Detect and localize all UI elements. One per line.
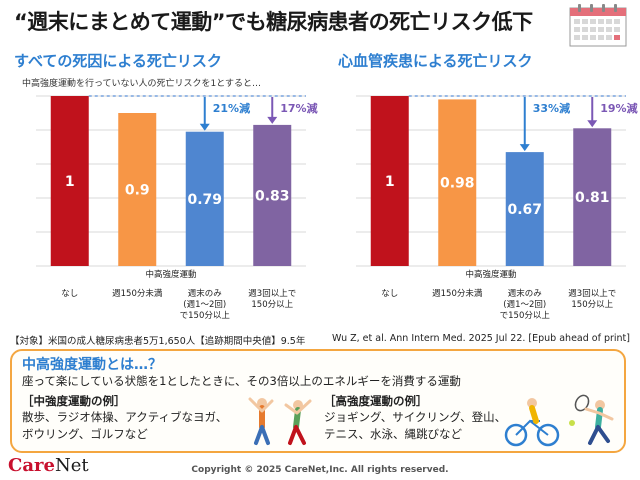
category-label: 週末のみ — [508, 288, 543, 299]
cycling-tennis-illustration — [504, 394, 614, 447]
bar-value-label: 0.81 — [575, 190, 610, 206]
bar-1 — [118, 113, 157, 266]
info-title: 中高強度運動とは…？ — [22, 357, 162, 373]
bar-value-label: 0.83 — [255, 188, 290, 204]
copyright: Copyright © 2025 CareNet,Inc. All rights… — [191, 465, 449, 475]
bar-2 — [505, 152, 544, 266]
category-label: 週3回以上で — [568, 289, 616, 299]
chart-all-cause: 1 なし 0.9 週150分未満 0.79 週末のみ (週1～2回) で150分以上 0.83 週… — [14, 84, 318, 334]
info-definition: 座って楽にしている状態を1としたときに、その3倍以上のエネルギーを消費する運動 — [22, 374, 461, 388]
page-title: “週末にまとめて運動”でも糖尿病患者の死亡リスク低下 — [14, 10, 533, 34]
moderate-examples: 散歩、ラジオ体操、アクティブなヨガ、 ボウリング、ゴルフなど — [22, 409, 227, 443]
info-box: 中高強度運動とは…？ 座って楽にしている状態を1としたときに、その3倍以上のエネ… — [10, 349, 626, 453]
reduction-label: 17%減 — [280, 101, 317, 115]
moderate-examples-heading: ［中強度運動の例］ — [22, 394, 126, 408]
reduction-label: 33%減 — [533, 101, 570, 115]
reduction-label: 21%減 — [213, 101, 250, 115]
bar-3 — [253, 124, 292, 267]
chart-title-all-cause: すべての死因による死亡リスク — [14, 52, 222, 70]
bar-value-label: 1 — [65, 174, 75, 190]
bar-2 — [185, 131, 224, 266]
vigorous-examples-line1: ジョギング、サイクリング、登山、 — [324, 410, 507, 424]
source-line: 【対象】米国の成人糖尿病患者5万1,650人【追跡期間中央値】9.5年 Wu Z… — [10, 333, 630, 347]
bar-1 — [438, 99, 477, 267]
category-label: 週150分未満 — [432, 288, 483, 299]
category-label: (週1～2回) — [503, 300, 546, 310]
category-label: 150分以上 — [251, 300, 293, 310]
category-label: 週末のみ — [188, 288, 223, 299]
chart-all-cause-svg: 1 なし 0.9 週150分未満 0.79 週末のみ(週1～2回)で150分以上 0.83 週… — [36, 95, 318, 321]
calendar-icon — [569, 4, 627, 47]
reduction-label: 19%減 — [600, 101, 637, 115]
chart-note: 中高強度運動を行っていない人の死亡リスクを1とすると… — [22, 79, 262, 89]
bar-0 — [50, 96, 89, 266]
bar-value-label: 0.9 — [125, 183, 150, 199]
bar-3 — [573, 128, 612, 266]
bar-value-label: 0.79 — [187, 192, 222, 208]
carenet-logo: CareNet — [8, 455, 89, 476]
reduction-arrowhead — [519, 144, 530, 152]
x-axis-label: 中高強度運動 — [145, 269, 196, 280]
x-axis-label: 中高強度運動 — [465, 269, 516, 280]
vigorous-examples-heading: ［高強度運動の例］ — [324, 394, 428, 408]
category-label: で150分以上 — [500, 311, 551, 321]
reduction-arrowhead — [267, 116, 278, 124]
category-label: 週3回以上で — [248, 289, 296, 299]
category-label: で150分以上 — [180, 311, 231, 321]
bar-value-label: 0.98 — [440, 176, 475, 192]
moderate-examples-line1: 散歩、ラジオ体操、アクティブなヨガ、 — [22, 410, 228, 424]
moderate-examples-line2: ボウリング、ゴルフなど — [22, 427, 148, 441]
category-label: 週150分未満 — [112, 288, 163, 299]
chart-cardiovascular: 1 なし 0.98 週150分未満 0.67 週末のみ (週1～2回) で150分以上 0.81… — [334, 84, 638, 334]
category-label: なし — [61, 289, 78, 299]
chart-title-cardiovascular: 心血管疾患による死亡リスク — [338, 52, 533, 70]
category-label: なし — [381, 289, 398, 299]
study-population: 【対象】米国の成人糖尿病患者5万1,650人【追跡期間中央値】9.5年 — [10, 336, 306, 347]
bar-value-label: 0.67 — [507, 202, 542, 218]
vigorous-examples-line2: テニス、水泳、縄跳びなど — [324, 427, 462, 441]
category-label: (週1～2回) — [183, 300, 226, 310]
reduction-arrowhead — [199, 123, 210, 131]
vigorous-examples: ジョギング、サイクリング、登山、 テニス、水泳、縄跳びなど — [324, 409, 506, 443]
bar-value-label: 1 — [385, 174, 395, 190]
citation: Wu Z, et al. Ann Intern Med. 2025 Jul 22… — [332, 333, 630, 344]
reduction-arrowhead — [587, 120, 598, 128]
chart-cardiovascular-svg: 1 なし 0.98 週150分未満 0.67 週末のみ(週1～2回)で150分以上 0.81… — [356, 95, 638, 321]
category-label: 150分以上 — [571, 300, 613, 310]
bar-0 — [370, 96, 409, 266]
stretching-people-illustration — [248, 397, 312, 445]
